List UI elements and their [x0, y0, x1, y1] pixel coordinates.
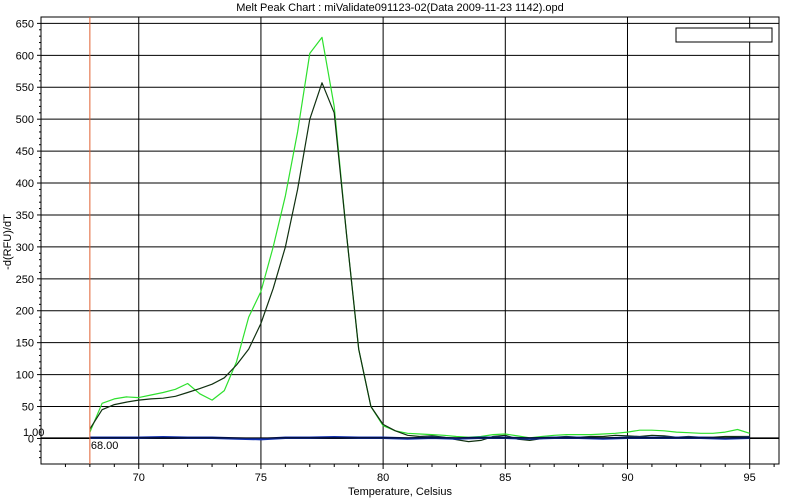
y-tick-label: 300	[16, 242, 34, 254]
cursor-label: 68.00	[91, 440, 119, 452]
x-tick-label: 90	[621, 472, 633, 484]
y-tick-label: 250	[16, 274, 34, 286]
y-tick-label: 650	[16, 18, 34, 30]
x-tick-label: 80	[377, 472, 389, 484]
x-axis-label: Temperature, Celsius	[348, 486, 452, 498]
grid-layer	[41, 17, 779, 464]
series-line-1	[89, 36, 750, 439]
y-tick-label: 500	[16, 114, 34, 126]
overlay-layer: 1.00 68.00	[23, 17, 779, 464]
y-tick-label: 150	[16, 338, 34, 350]
x-tick-label: 70	[133, 472, 145, 484]
tick-layer: 0 50 100 150 200 250 300 350 400 450 500 550 600 650 7…	[16, 18, 775, 484]
y-tick-label: 350	[16, 210, 34, 222]
chart-title: Melt Peak Chart : miValidate091123-02(Da…	[236, 2, 564, 14]
y-tick-label: 450	[16, 146, 34, 158]
threshold-label: 1.00	[23, 427, 44, 439]
y-tick-label: 550	[16, 82, 34, 94]
plot-background	[40, 16, 780, 465]
y-tick-label: 200	[16, 306, 34, 318]
y-tick-label: 50	[22, 402, 34, 414]
y-tick-label: 0	[28, 433, 34, 445]
x-tick-label: 95	[744, 472, 756, 484]
y-tick-label: 600	[16, 50, 34, 62]
y-tick-label: 400	[16, 178, 34, 190]
x-tick-label: 75	[255, 472, 267, 484]
x-tick-label: 85	[499, 472, 511, 484]
y-tick-label: 100	[16, 370, 34, 382]
legend-box	[675, 27, 773, 43]
series-line-2	[89, 82, 750, 443]
